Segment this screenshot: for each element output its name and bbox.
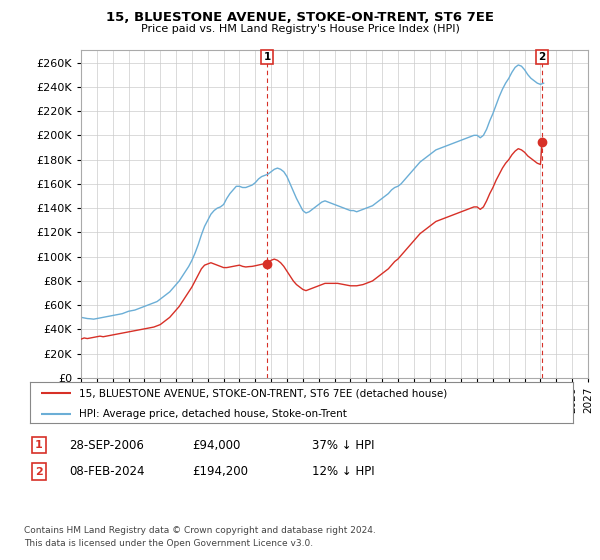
Text: £94,000: £94,000 xyxy=(192,438,241,452)
Text: 28-SEP-2006: 28-SEP-2006 xyxy=(69,438,144,452)
Text: 15, BLUESTONE AVENUE, STOKE-ON-TRENT, ST6 7EE (detached house): 15, BLUESTONE AVENUE, STOKE-ON-TRENT, ST… xyxy=(79,389,447,398)
Text: HPI: Average price, detached house, Stoke-on-Trent: HPI: Average price, detached house, Stok… xyxy=(79,409,347,419)
Text: 1: 1 xyxy=(263,52,271,62)
Text: 1: 1 xyxy=(35,440,43,450)
Text: Price paid vs. HM Land Registry's House Price Index (HPI): Price paid vs. HM Land Registry's House … xyxy=(140,24,460,34)
Text: 08-FEB-2024: 08-FEB-2024 xyxy=(69,465,145,478)
Text: £194,200: £194,200 xyxy=(192,465,248,478)
Text: 2: 2 xyxy=(538,52,545,62)
Text: 12% ↓ HPI: 12% ↓ HPI xyxy=(312,465,374,478)
Text: 37% ↓ HPI: 37% ↓ HPI xyxy=(312,438,374,452)
Text: 2: 2 xyxy=(35,466,43,477)
Text: 15, BLUESTONE AVENUE, STOKE-ON-TRENT, ST6 7EE: 15, BLUESTONE AVENUE, STOKE-ON-TRENT, ST… xyxy=(106,11,494,24)
Text: This data is licensed under the Open Government Licence v3.0.: This data is licensed under the Open Gov… xyxy=(24,539,313,548)
Text: Contains HM Land Registry data © Crown copyright and database right 2024.: Contains HM Land Registry data © Crown c… xyxy=(24,526,376,535)
